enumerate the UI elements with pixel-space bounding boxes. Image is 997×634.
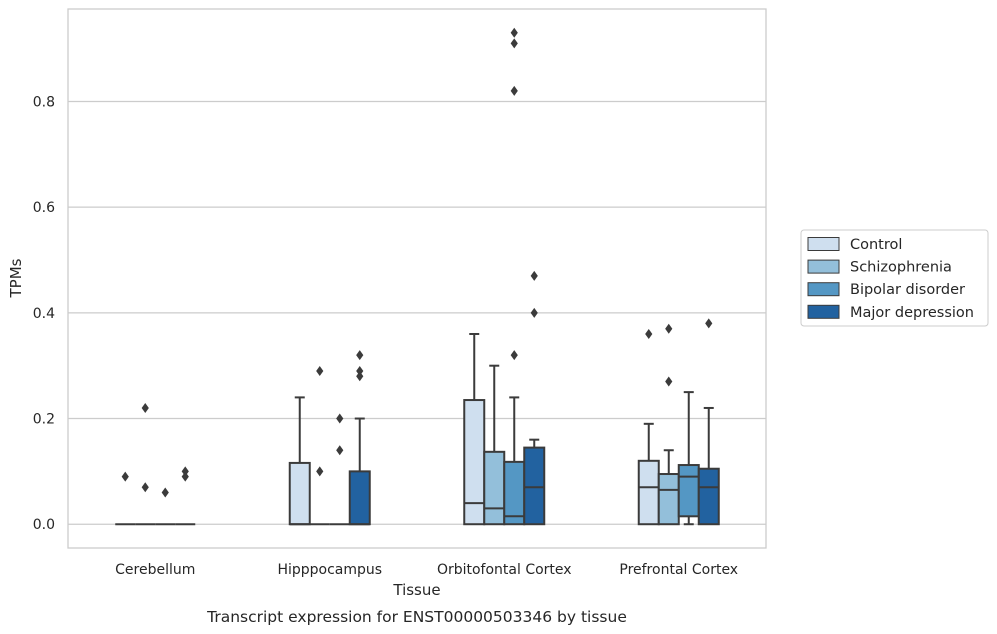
y-tick-label: 0.4 bbox=[33, 306, 55, 322]
box-control bbox=[290, 397, 310, 524]
box-body bbox=[659, 474, 679, 524]
legend-label: Control bbox=[850, 237, 902, 253]
outlier-point bbox=[511, 86, 518, 96]
x-axis-label: Tissue bbox=[392, 581, 440, 599]
y-tick-label: 0.0 bbox=[33, 517, 55, 533]
box-major-depression bbox=[350, 350, 370, 524]
y-tick-label: 0.8 bbox=[33, 94, 55, 110]
outlier-point bbox=[665, 377, 672, 387]
outlier-point bbox=[142, 403, 149, 413]
box-control bbox=[115, 472, 135, 525]
outlier-point bbox=[511, 28, 518, 38]
x-tick-label: Orbitofontal Cortex bbox=[437, 562, 572, 578]
legend-label: Bipolar disorder bbox=[850, 282, 965, 298]
outlier-point bbox=[336, 445, 343, 455]
outlier-point bbox=[182, 472, 189, 482]
outlier-point bbox=[316, 466, 323, 476]
outlier-point bbox=[336, 414, 343, 424]
chart-caption: Transcript expression for ENST0000050334… bbox=[206, 608, 627, 626]
legend-label: Major depression bbox=[850, 305, 974, 321]
box-schizophrenia bbox=[135, 403, 155, 524]
outlier-point bbox=[142, 482, 149, 492]
outlier-point bbox=[356, 350, 363, 360]
x-tick-label: Hipppocampus bbox=[277, 562, 382, 578]
box-major-depression bbox=[524, 271, 544, 524]
outlier-point bbox=[645, 329, 652, 339]
box-major-depression bbox=[699, 318, 719, 524]
box-bipolar-disorder bbox=[155, 488, 175, 525]
outlier-point bbox=[531, 308, 538, 318]
legend-label: Schizophrenia bbox=[850, 260, 952, 276]
box-body bbox=[639, 461, 659, 524]
box-body bbox=[524, 448, 544, 525]
y-tick-labels: 0.0 0.2 0.4 0.6 0.8 bbox=[33, 94, 55, 533]
box-bipolar-disorder bbox=[504, 28, 524, 524]
x-tick-label: Prefrontal Cortex bbox=[619, 562, 738, 578]
outlier-point bbox=[356, 371, 363, 381]
y-tick-label: 0.2 bbox=[33, 412, 55, 428]
x-tick-labels: Cerebellum Hipppocampus Orbitofontal Corte… bbox=[115, 562, 738, 578]
box-plots bbox=[115, 28, 719, 524]
box-body bbox=[350, 471, 370, 524]
box-body bbox=[504, 462, 524, 524]
box-schizophrenia bbox=[484, 366, 504, 525]
outlier-point bbox=[511, 38, 518, 48]
legend-swatch bbox=[808, 283, 839, 296]
box-bipolar-disorder bbox=[330, 414, 350, 525]
legend-swatch bbox=[808, 260, 839, 273]
outlier-point bbox=[122, 472, 129, 482]
gridlines bbox=[68, 101, 766, 524]
box-body bbox=[679, 465, 699, 516]
outlier-point bbox=[665, 324, 672, 334]
box-schizophrenia bbox=[310, 366, 330, 524]
outlier-point bbox=[511, 350, 518, 360]
legend-swatch bbox=[808, 305, 839, 318]
outlier-point bbox=[162, 488, 169, 498]
legend: Control Schizophrenia Bipolar disorder Majo… bbox=[801, 230, 988, 326]
box-body bbox=[464, 400, 484, 524]
box-control bbox=[639, 329, 659, 524]
box-control bbox=[464, 334, 484, 524]
legend-swatch bbox=[808, 238, 839, 251]
box-schizophrenia bbox=[659, 324, 679, 525]
x-tick-label: Cerebellum bbox=[115, 562, 195, 578]
y-tick-label: 0.6 bbox=[33, 200, 55, 216]
box-body bbox=[699, 469, 719, 524]
box-body bbox=[290, 463, 310, 524]
outlier-point bbox=[316, 366, 323, 376]
box-body bbox=[484, 452, 504, 524]
plot-frame bbox=[68, 9, 766, 548]
box-major-depression bbox=[175, 466, 195, 524]
outlier-point bbox=[531, 271, 538, 281]
box-bipolar-disorder bbox=[679, 392, 699, 524]
chart: 0.0 0.2 0.4 0.6 0.8 Cerebellum Hipppocampus Or… bbox=[0, 0, 997, 634]
outlier-point bbox=[705, 318, 712, 328]
y-axis-label: TPMs bbox=[7, 258, 25, 298]
